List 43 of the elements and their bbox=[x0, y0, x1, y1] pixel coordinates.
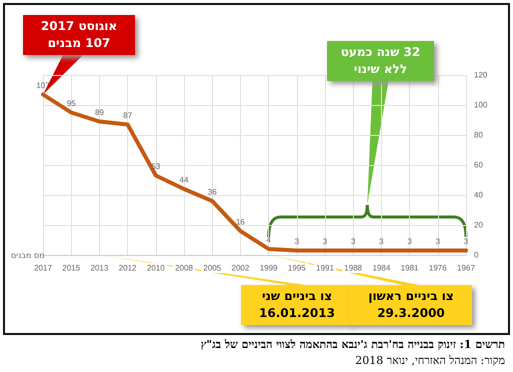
x-tick-label: 2008 bbox=[175, 264, 194, 272]
x-tick-label: 2012 bbox=[118, 264, 138, 272]
y-axis-title: מס מבנים bbox=[11, 251, 45, 260]
x-tick-label: 1995 bbox=[288, 264, 306, 272]
x-tick-label: 1967 bbox=[457, 264, 476, 272]
callout-box: 32 שנה כמעט ללא שינוי bbox=[327, 41, 434, 81]
data-label: 3 bbox=[379, 237, 384, 246]
data-label: 3 bbox=[436, 237, 441, 246]
data-label: 3 bbox=[350, 237, 356, 246]
x-tick-label: 1984 bbox=[372, 264, 391, 272]
x-tick-label: 2015 bbox=[62, 264, 81, 272]
data-label: 44 bbox=[180, 176, 189, 184]
callout-box: צו ביניים ראשון 29.3.2000 bbox=[350, 285, 472, 325]
data-label: 4 bbox=[266, 236, 272, 244]
y-tick-label: 20 bbox=[474, 220, 484, 230]
y-tick-label: 60 bbox=[474, 160, 484, 170]
data-label: 36 bbox=[208, 188, 218, 196]
x-tick-label: 1991 bbox=[316, 264, 334, 272]
x-tick-label: 1999 bbox=[260, 264, 278, 272]
x-tick-label: 1981 bbox=[400, 264, 420, 272]
text: מקור: המנהל האזרחי, ינואר 2018 bbox=[355, 354, 505, 367]
y-tick-label: 40 bbox=[474, 190, 484, 200]
callout-box: צו ביניים שני 16.01.2013 bbox=[241, 285, 353, 325]
y-tick-label: 80 bbox=[474, 130, 484, 140]
data-label: 3 bbox=[407, 237, 412, 246]
text: תרשים 1: זינוק בבנייה בח'רבת ג'ינבא בהתאמה לצווי הביניים של בג"ץ bbox=[200, 338, 505, 351]
x-tick-label: 2005 bbox=[203, 264, 222, 272]
y-tick-label: 0 bbox=[474, 250, 479, 260]
data-label: 3 bbox=[294, 237, 300, 246]
data-label: 95 bbox=[66, 99, 76, 108]
data-label: 3 bbox=[464, 237, 469, 246]
x-tick-label: 1976 bbox=[428, 264, 448, 272]
y-tick-label: 120 bbox=[474, 70, 488, 80]
x-tick-label: 1988 bbox=[344, 264, 363, 272]
x-tick-label: 2013 bbox=[90, 264, 109, 272]
y-tick-label: 100 bbox=[474, 100, 488, 110]
x-tick-label: 2002 bbox=[232, 264, 250, 272]
data-label: 89 bbox=[94, 108, 104, 117]
data-label: 87 bbox=[123, 111, 133, 120]
x-tick-label: 2010 bbox=[146, 264, 166, 272]
data-label: 16 bbox=[236, 218, 246, 226]
data-label: 3 bbox=[322, 237, 328, 246]
x-tick-label: 2017 bbox=[34, 264, 52, 272]
